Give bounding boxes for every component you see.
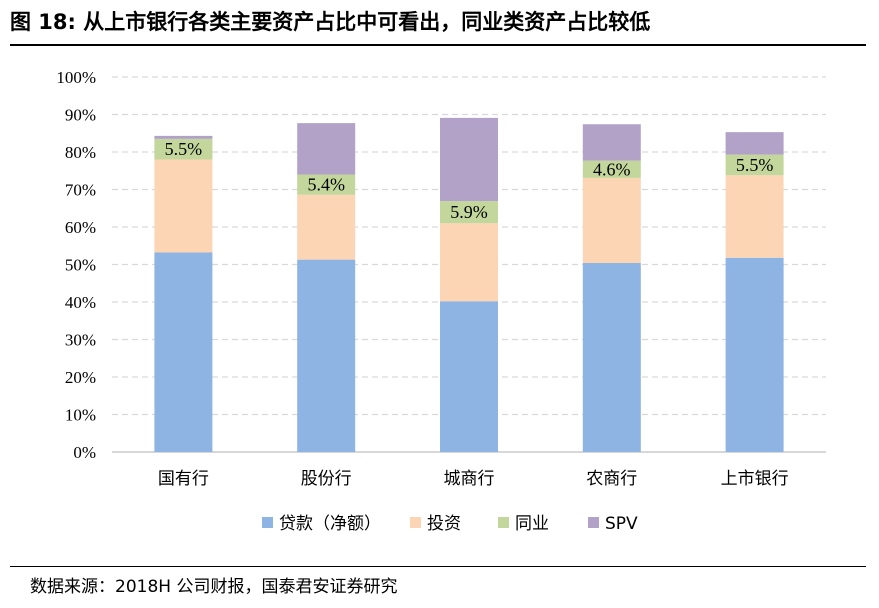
y-tick-label: 40% (65, 293, 96, 312)
y-tick-label: 90% (65, 106, 96, 125)
y-tick-label: 80% (65, 143, 96, 162)
figure-title: 图 18: 从上市银行各类主要资产占比中可看出，同业类资产占比较低 (10, 10, 651, 34)
bar-segment (582, 124, 641, 161)
bar-segment (582, 177, 641, 263)
bar-segment (582, 160, 641, 178)
bar-segment (582, 263, 641, 452)
source-note: 数据来源：2018H 公司财报，国泰君安证券研究 (30, 577, 398, 597)
y-tick-label: 30% (65, 331, 96, 350)
y-tick-label: 20% (65, 368, 96, 387)
data-labels: 5.5% 5.4% 5.9% 4.6% 5.5% (165, 139, 774, 222)
legend-swatch (588, 517, 599, 528)
x-category-label: 城商行 (444, 469, 495, 489)
legend-swatch (498, 517, 509, 528)
y-tick-label: 70% (65, 181, 96, 200)
legend-label: 贷款（净额） (279, 514, 381, 534)
bar-segment (297, 174, 356, 195)
bar-segment (725, 132, 784, 155)
x-category-label: 农商行 (586, 469, 637, 489)
bar-segment (297, 194, 356, 260)
bar-segment (154, 159, 213, 253)
grid-lines (112, 76, 826, 453)
bar-segment (725, 257, 784, 452)
bar-segment (154, 135, 213, 139)
bar-segment (297, 123, 356, 175)
y-tick-label: 10% (65, 406, 96, 425)
bars (154, 117, 784, 452)
data-label: 4.6% (593, 159, 631, 179)
legend-swatch (410, 517, 421, 528)
legend-swatch (262, 517, 273, 528)
bar-segment (440, 223, 498, 302)
legend-label: 同业 (515, 514, 549, 534)
footer-rule (10, 566, 866, 567)
bar-segment (725, 154, 784, 176)
data-label: 5.5% (165, 139, 203, 159)
y-tick-labels: 0% 10% 20% 30% 40% 50% 60% 70% 80% 90% 100% (56, 68, 96, 462)
legend: 贷款（净额） 投资 同业 SPV (262, 514, 638, 534)
bar-segment (440, 201, 498, 224)
x-category-label: 国有行 (158, 469, 209, 489)
stacked-bar-chart: 0%10%20%30%40%50%60%70%80%90%100% 5.5%5.… (56, 68, 826, 534)
bar-segment (725, 175, 784, 258)
y-tick-label: 0% (73, 443, 96, 462)
legend-label: 投资 (427, 514, 461, 534)
y-tick-label: 100% (56, 68, 96, 87)
bar-segment (440, 117, 498, 202)
x-category-labels: 国有行 股份行 城商行 农商行 上市银行 (158, 469, 789, 489)
x-category-label: 上市银行 (721, 469, 789, 489)
data-label: 5.4% (307, 175, 345, 195)
legend-label: SPV (605, 514, 638, 534)
x-category-label: 股份行 (301, 469, 352, 489)
data-label: 5.9% (450, 202, 488, 222)
bar-segment (154, 252, 213, 452)
data-label: 5.5% (736, 155, 774, 175)
y-tick-label: 60% (65, 218, 96, 237)
title-rule (10, 44, 866, 46)
bar-segment (297, 259, 356, 452)
y-tick-label: 50% (65, 256, 96, 275)
bar-segment (440, 301, 498, 452)
bar-segment (154, 138, 213, 160)
